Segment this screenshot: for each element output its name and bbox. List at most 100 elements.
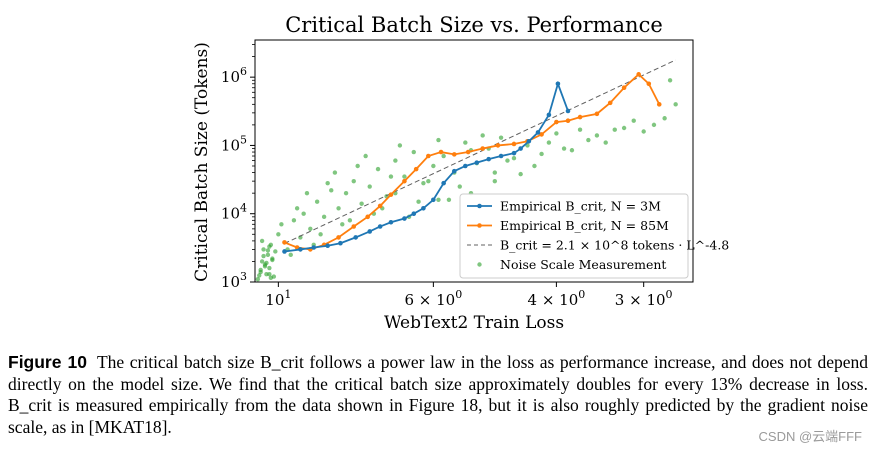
series-point-n85m: [465, 149, 471, 155]
series-point-n85m: [480, 146, 485, 151]
series-point-n3m: [486, 156, 491, 162]
noise-point: [347, 218, 353, 223]
noise-point: [662, 116, 667, 121]
series-point-n3m: [535, 130, 541, 135]
noise-point: [261, 247, 266, 252]
noise-point: [301, 211, 306, 216]
series-point-n85m: [413, 166, 419, 172]
noise-point: [446, 197, 452, 202]
series-point-n85m: [656, 102, 662, 107]
y-tick-label: 106: [221, 65, 247, 86]
series-point-n85m: [594, 111, 600, 117]
noise-point: [262, 264, 268, 269]
noise-point: [267, 244, 272, 249]
noise-point: [561, 146, 567, 151]
figure-caption: Figure 10 The critical batch size B_crit …: [8, 352, 868, 438]
series-point-n3m: [421, 206, 426, 211]
noise-point: [641, 129, 646, 134]
noise-point: [321, 214, 327, 220]
noise-point: [498, 135, 504, 140]
noise-point: [621, 125, 627, 131]
series-point-n85m: [377, 203, 383, 209]
noise-point: [270, 257, 275, 263]
legend-item-fit-label: B_crit = 2.1 × 10^8 tokens · L^-4.8: [500, 238, 729, 253]
series-point-n3m: [282, 249, 287, 254]
legend-item-n85m-label: Empirical B_crit, N = 85M: [500, 218, 669, 233]
series-point-n85m: [511, 141, 517, 147]
y-tick-label: 105: [221, 133, 247, 154]
series-point-n85m: [402, 178, 407, 184]
series-point-n3m: [325, 243, 330, 249]
noise-point: [594, 133, 600, 138]
noise-point: [264, 260, 269, 266]
noise-point: [577, 127, 583, 132]
series-point-n85m: [621, 85, 627, 91]
series-point-n85m: [438, 149, 444, 155]
noise-point: [421, 180, 426, 186]
series-point-n3m: [388, 219, 394, 225]
noise-point: [518, 171, 523, 177]
series-point-n3m: [526, 138, 532, 144]
noise-point: [436, 137, 441, 143]
x-tick-label: 4 × 100: [528, 288, 586, 309]
legend-item-n3m-label: Empirical B_crit, N = 3M: [500, 199, 661, 214]
noise-point: [393, 158, 398, 163]
series-point-n3m: [518, 146, 523, 151]
series-point-n85m: [495, 143, 501, 148]
noise-point: [279, 222, 284, 227]
noise-point: [569, 148, 575, 153]
legend-box: [459, 193, 689, 279]
noise-point: [332, 170, 338, 175]
noise-point: [375, 166, 381, 172]
noise-point: [268, 275, 274, 281]
noise-point: [554, 131, 559, 136]
noise-point: [276, 232, 281, 237]
noise-point: [673, 102, 678, 107]
series-point-n85m: [539, 132, 544, 137]
noise-point: [318, 232, 323, 237]
noise-point: [336, 206, 341, 211]
noise-point: [431, 163, 436, 169]
series-point-n3m: [411, 211, 417, 217]
noise-point: [325, 180, 330, 186]
legend-item-noise-label: Noise Scale Measurement: [500, 257, 666, 272]
noise-point: [411, 149, 416, 155]
x-axis-label: WebText2 Train Loss: [384, 313, 564, 333]
series-point-n85m: [351, 224, 357, 229]
series-point-n3m: [463, 163, 468, 169]
noise-point: [261, 253, 266, 259]
series-point-n85m: [426, 153, 431, 159]
noise-point: [259, 259, 265, 264]
noise-point: [480, 133, 485, 138]
series-point-n85m: [565, 118, 571, 124]
series-point-n3m: [498, 153, 504, 159]
y-axis-label: Critical Batch Size (Tokens): [192, 42, 212, 282]
chart-title: Critical Batch Size vs. Performance: [285, 13, 663, 37]
noise-point: [304, 190, 310, 196]
noise-point: [265, 248, 271, 253]
noise-point: [546, 140, 552, 145]
series-point-n3m: [311, 245, 317, 250]
series-point-n3m: [546, 112, 552, 118]
noise-point: [288, 252, 293, 258]
noise-point: [441, 153, 446, 159]
noise-point: [363, 153, 368, 159]
series-point-n3m: [565, 108, 571, 114]
noise-point: [367, 184, 372, 189]
noise-point: [259, 238, 265, 244]
noise-point: [257, 273, 262, 278]
plot-area: 103 104 105 106 101 6 × 100 4 × 100 3 × 100: [221, 44, 678, 309]
noise-point: [329, 188, 334, 193]
legend: Empirical B_crit, N = 3M Empirical B_crit…: [459, 193, 729, 279]
series-point-n3m: [555, 81, 561, 87]
noise-point: [343, 190, 349, 196]
noise-point: [631, 118, 636, 123]
series-point-n85m: [365, 214, 370, 220]
x-tick-label: 3 × 100: [615, 288, 673, 309]
noise-point: [359, 201, 364, 206]
series-point-n3m: [402, 216, 407, 221]
noise-point: [426, 178, 431, 184]
series-point-n3m: [431, 197, 436, 203]
noise-point: [340, 222, 345, 227]
